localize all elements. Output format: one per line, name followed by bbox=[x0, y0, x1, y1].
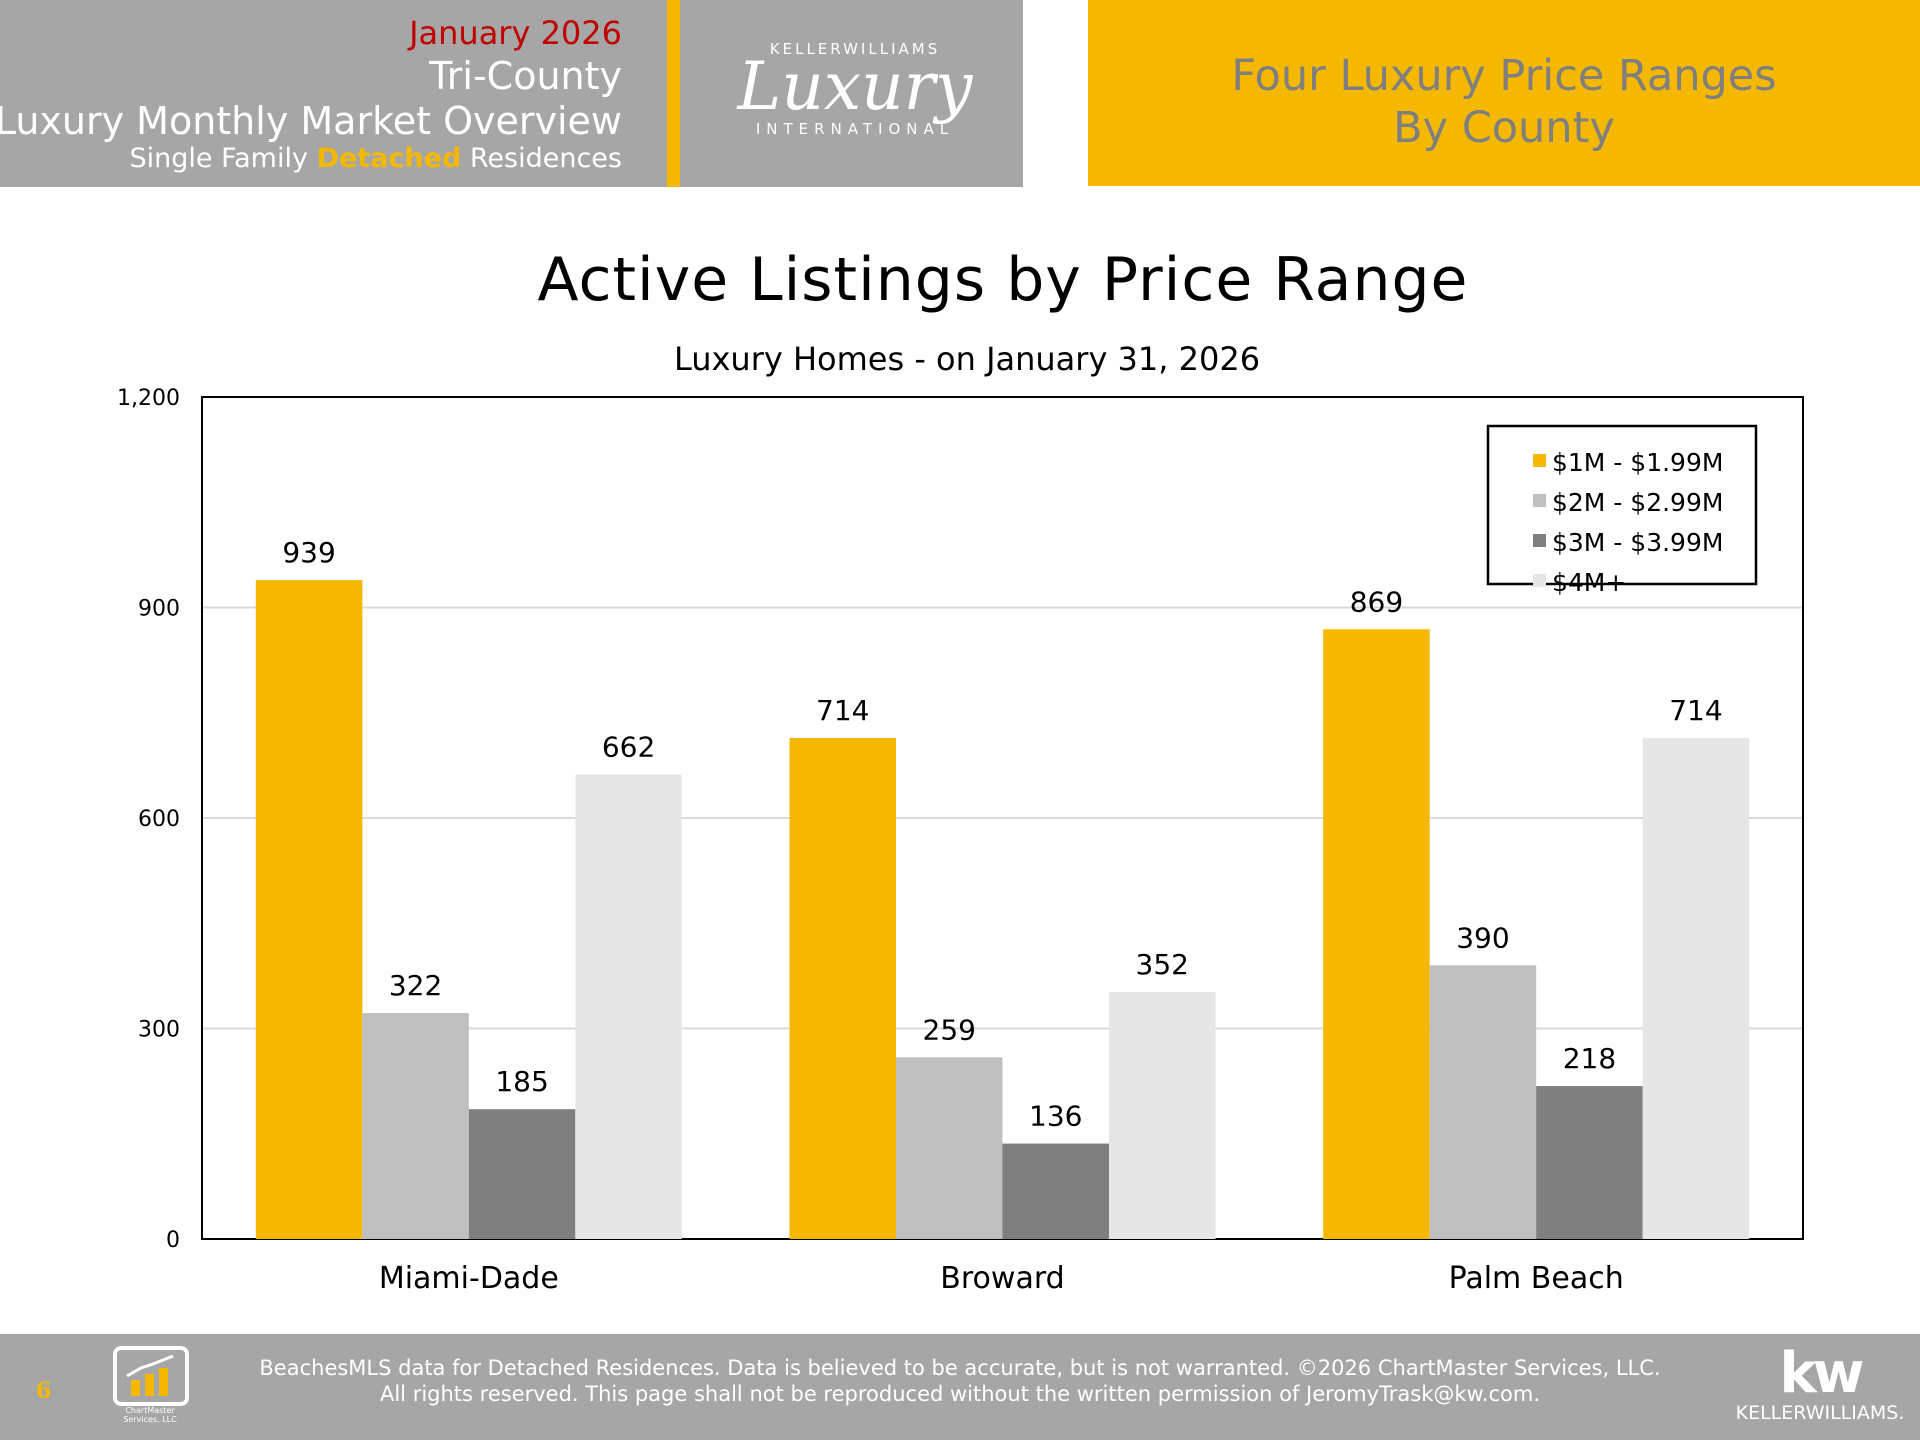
kw-mark: kw bbox=[1779, 1341, 1865, 1406]
header-section-banner bbox=[1088, 0, 1920, 186]
data-label: 714 bbox=[1669, 694, 1722, 727]
logo-brand-bottom: INTERNATIONAL bbox=[755, 120, 955, 138]
bar bbox=[1002, 1143, 1109, 1239]
data-label: 136 bbox=[1029, 1100, 1082, 1133]
section-title-line1: Four Luxury Price Ranges bbox=[1231, 51, 1777, 101]
property-type: Single Family Detached Residences bbox=[130, 143, 623, 174]
disclaimer-line-1: BeachesMLS data for Detached Residences.… bbox=[259, 1356, 1661, 1380]
disclaimer-line-2: All rights reserved. This page shall not… bbox=[379, 1382, 1541, 1406]
header-banner bbox=[0, 0, 1023, 187]
data-label: 218 bbox=[1563, 1042, 1616, 1075]
chart-icon bbox=[113, 1346, 189, 1406]
bar bbox=[1536, 1086, 1643, 1239]
legend-label: $3M - $3.99M bbox=[1552, 528, 1723, 557]
data-label: 869 bbox=[1350, 585, 1403, 618]
data-label: 939 bbox=[282, 536, 335, 569]
data-label: 390 bbox=[1456, 921, 1509, 954]
property-type-suffix: Residences bbox=[469, 143, 622, 174]
page-number: 6 bbox=[36, 1378, 52, 1404]
header-accent-bar bbox=[667, 0, 680, 187]
data-label: 322 bbox=[389, 969, 442, 1002]
logo-brand-main: Luxury bbox=[737, 48, 973, 125]
x-tick-label: Miami-Dade bbox=[379, 1261, 559, 1296]
section-title: Four Luxury Price Ranges By County bbox=[1088, 50, 1920, 154]
data-label: 259 bbox=[923, 1013, 976, 1046]
legend-swatch bbox=[1533, 454, 1546, 467]
y-tick-label: 600 bbox=[138, 807, 180, 832]
report-month: January 2026 bbox=[409, 14, 622, 52]
chartmaster-logo: ChartMaster Services, LLC bbox=[110, 1344, 190, 1434]
x-tick-label: Palm Beach bbox=[1449, 1261, 1624, 1296]
footer-bar bbox=[0, 1334, 1920, 1440]
bar bbox=[1429, 965, 1537, 1239]
chartmaster-logo-text: ChartMaster Services, LLC bbox=[123, 1406, 177, 1424]
property-type-prefix: Single Family bbox=[129, 143, 308, 174]
report-region: Tri-County bbox=[429, 54, 622, 98]
bar bbox=[575, 774, 682, 1239]
legend-label: $2M - $2.99M bbox=[1552, 488, 1723, 517]
kw-wordmark: KELLERWILLIAMS. bbox=[1735, 1402, 1905, 1424]
bar bbox=[362, 1013, 469, 1239]
legend-swatch bbox=[1533, 574, 1546, 587]
y-tick-label: 900 bbox=[138, 597, 180, 622]
legend-label: $4M+ bbox=[1552, 568, 1626, 597]
keller-williams-logo: kw KELLERWILLIAMS. bbox=[1730, 1346, 1910, 1426]
y-tick-label: 1,200 bbox=[117, 386, 180, 411]
bar bbox=[1642, 738, 1750, 1239]
y-tick-label: 0 bbox=[166, 1228, 180, 1253]
data-label: 352 bbox=[1136, 948, 1189, 981]
data-label: 662 bbox=[602, 730, 655, 763]
bar bbox=[789, 738, 896, 1239]
legend-swatch bbox=[1533, 494, 1546, 507]
legend-label: $1M - $1.99M bbox=[1552, 448, 1723, 477]
y-tick-label: 300 bbox=[138, 1018, 180, 1043]
bar-chart: 0 300 600 900 1,200 939 322 185 662 Miami-Dade 714… bbox=[117, 386, 1804, 1296]
logo-brand-top: KELLERWILLIAMS bbox=[769, 40, 941, 58]
legend-box bbox=[1486, 424, 1758, 586]
bar bbox=[255, 580, 363, 1239]
bar bbox=[468, 1109, 576, 1239]
data-label: 714 bbox=[816, 694, 869, 727]
section-title-line2: By County bbox=[1393, 103, 1615, 153]
legend-swatch bbox=[1533, 534, 1546, 547]
bar bbox=[896, 1057, 1003, 1239]
bar bbox=[1323, 629, 1430, 1239]
chart-title: Active Listings by Price Range bbox=[537, 245, 1469, 315]
kw-luxury-logo: KELLERWILLIAMS Luxury INTERNATIONAL bbox=[690, 40, 1020, 150]
property-type-highlight: Detached bbox=[316, 143, 462, 174]
bar bbox=[1109, 992, 1216, 1239]
report-title: Luxury Monthly Market Overview bbox=[0, 99, 622, 143]
chart-subtitle: Luxury Homes - on January 31, 2026 bbox=[673, 340, 1261, 378]
x-tick-label: Broward bbox=[940, 1261, 1064, 1296]
data-label: 185 bbox=[495, 1065, 548, 1098]
